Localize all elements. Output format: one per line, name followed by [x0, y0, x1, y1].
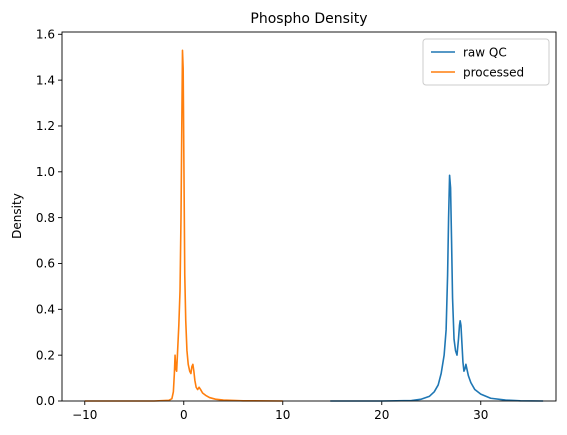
series-line-processed [84, 49, 283, 402]
series-line-raw-qc [330, 174, 544, 402]
legend-label-processed: processed [463, 66, 524, 80]
x-tick-label: 10 [275, 408, 290, 422]
plot-frame [61, 31, 557, 402]
y-axis-label: Density [10, 193, 24, 239]
x-tick-label: 0 [180, 408, 188, 422]
y-tick-label: 1.2 [36, 119, 55, 133]
y-tick-label: 0.0 [36, 394, 55, 408]
axis-ticks: −10 0 10 20 30 0.0 0.2 0.4 0.6 0.8 1.0 1.2 1.4 1.6 [36, 27, 488, 422]
y-tick-label: 0.4 [36, 303, 55, 317]
y-tick-label: 1.6 [36, 27, 55, 41]
y-tick-label: 1.0 [36, 165, 55, 179]
y-tick-label: 0.8 [36, 211, 55, 225]
plot-lines [84, 49, 544, 402]
chart-title: Phospho Density [250, 11, 367, 27]
legend: raw QC processed [422, 38, 550, 86]
x-tick-label: −10 [72, 408, 97, 422]
legend-box [422, 38, 550, 86]
x-tick-label: 30 [473, 408, 488, 422]
legend-label-raw-qc: raw QC [463, 46, 507, 60]
y-tick-label: 0.2 [36, 348, 55, 362]
y-tick-label: 1.4 [36, 73, 55, 87]
x-tick-label: 20 [374, 408, 389, 422]
y-tick-label: 0.6 [36, 257, 55, 271]
